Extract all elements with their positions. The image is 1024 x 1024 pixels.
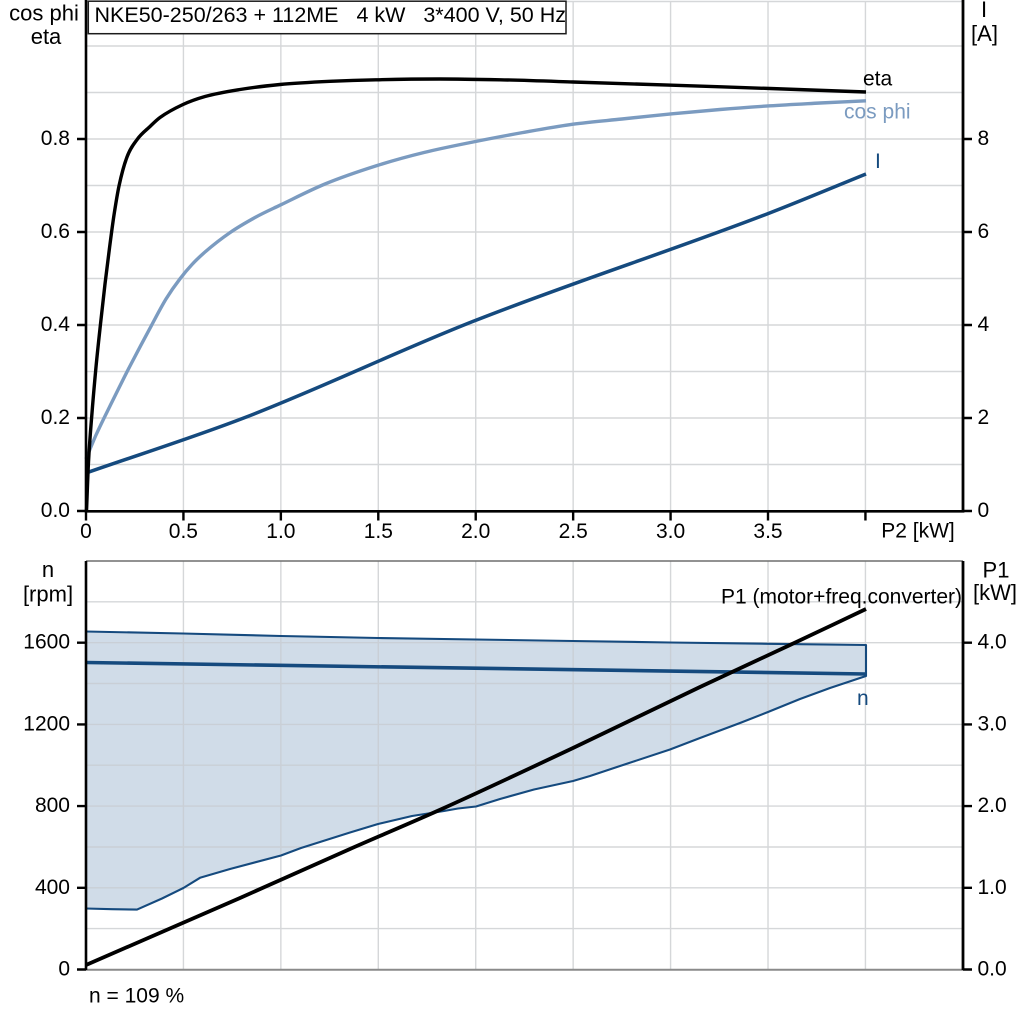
svg-text:4: 4: [978, 313, 990, 336]
svg-text:3.5: 3.5: [753, 520, 782, 543]
svg-text:n = 109 %: n = 109 %: [89, 985, 184, 1008]
svg-text:0: 0: [58, 958, 70, 981]
svg-text:0: 0: [978, 499, 990, 522]
svg-text:eta: eta: [863, 68, 893, 91]
svg-text:1600: 1600: [23, 631, 70, 654]
svg-text:P1: P1: [983, 558, 1010, 583]
svg-text:n: n: [857, 687, 869, 710]
svg-text:1.0: 1.0: [978, 876, 1007, 899]
svg-text:2.5: 2.5: [559, 520, 588, 543]
svg-text:0: 0: [80, 520, 92, 543]
svg-text:1.5: 1.5: [364, 520, 393, 543]
svg-text:1200: 1200: [23, 712, 70, 735]
svg-text:400: 400: [35, 876, 70, 899]
svg-text:2: 2: [978, 406, 990, 429]
svg-text:800: 800: [35, 794, 70, 817]
svg-text:3.0: 3.0: [656, 520, 685, 543]
svg-text:n: n: [42, 557, 54, 582]
svg-text:2.0: 2.0: [978, 794, 1007, 817]
svg-text:NKE50-250/263 + 112ME 4 kW: NKE50-250/263 + 112ME 4 kW 3*400 V, 50 H…: [95, 3, 567, 27]
svg-text:cos phi: cos phi: [844, 101, 911, 124]
svg-text:0.8: 0.8: [41, 127, 70, 150]
svg-text:0.2: 0.2: [41, 406, 70, 429]
svg-text:6: 6: [978, 220, 990, 243]
svg-text:P1 (motor+freq.converter): P1 (motor+freq.converter): [721, 586, 962, 609]
svg-text:cos phi: cos phi: [9, 1, 79, 26]
svg-text:[A]: [A]: [971, 21, 998, 46]
svg-text:8: 8: [978, 127, 990, 150]
svg-text:0.0: 0.0: [41, 499, 70, 522]
svg-text:[rpm]: [rpm]: [23, 582, 73, 607]
svg-text:4.0: 4.0: [978, 631, 1007, 654]
svg-text:1.0: 1.0: [266, 520, 295, 543]
svg-text:0.5: 0.5: [169, 520, 198, 543]
svg-text:[kW]: [kW]: [973, 580, 1017, 605]
svg-text:0.4: 0.4: [41, 313, 71, 336]
svg-text:2.0: 2.0: [461, 520, 490, 543]
svg-text:0.6: 0.6: [41, 220, 70, 243]
svg-text:3.0: 3.0: [978, 712, 1007, 735]
svg-text:I: I: [875, 150, 881, 173]
svg-text:P2 [kW]: P2 [kW]: [881, 520, 955, 543]
svg-text:I: I: [981, 0, 987, 22]
svg-text:eta: eta: [31, 24, 62, 49]
svg-text:0.0: 0.0: [978, 958, 1007, 981]
